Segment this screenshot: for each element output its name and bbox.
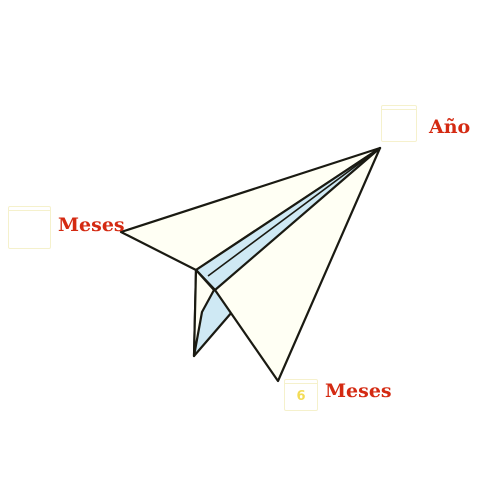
calendar-icon: 6: [284, 379, 318, 411]
label-months-bottom: Meses: [325, 380, 392, 402]
calendar-icon: [381, 105, 417, 142]
plane-right-wing: [213, 146, 382, 383]
label-year: Año: [429, 116, 471, 138]
label-months-left: Meses: [58, 214, 125, 236]
calendar-day-number: 6: [296, 389, 306, 404]
plane-keel-panel: [192, 268, 216, 358]
plane-crease: [207, 147, 381, 277]
calendar-icon: [8, 206, 51, 249]
